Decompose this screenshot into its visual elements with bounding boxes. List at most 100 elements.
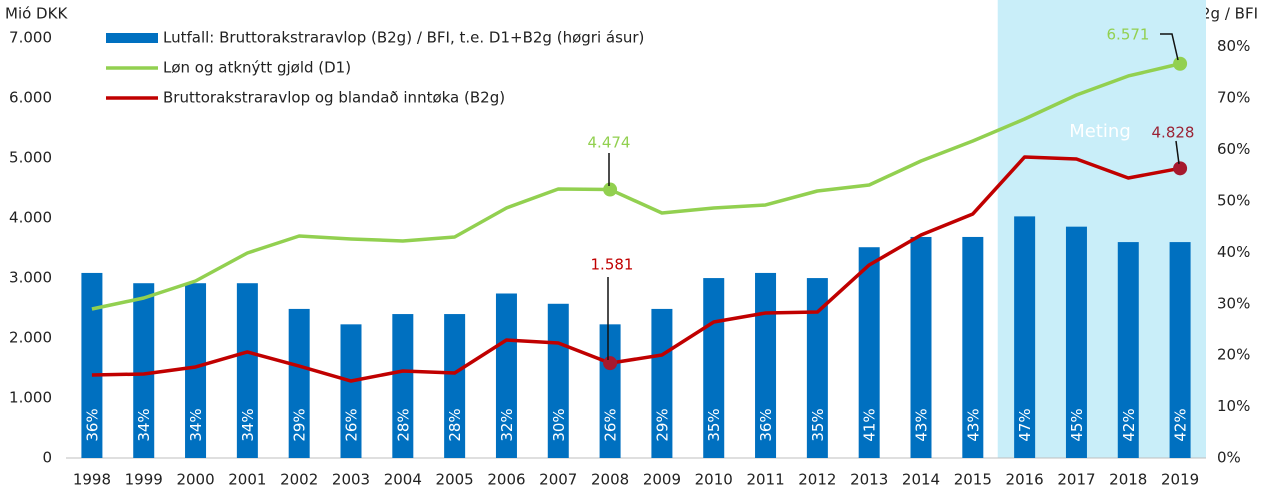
bar: [1065, 226, 1087, 458]
y-tick-label: 2.000: [9, 329, 52, 347]
bar-value-label: 43%: [913, 408, 931, 441]
point-marker: [1173, 56, 1188, 71]
y-tick-label: 0: [42, 449, 52, 467]
y-tick-label: 3.000: [9, 269, 52, 287]
bar: [133, 283, 155, 458]
bar-value-label: 42%: [1120, 408, 1138, 441]
bar-value-label: 34%: [135, 408, 153, 441]
x-tick-label: 2004: [384, 471, 422, 489]
bar: [81, 272, 103, 458]
bar-value-label: 26%: [602, 408, 620, 441]
x-tick-label: 2018: [1109, 471, 1147, 489]
x-tick-label: 2015: [954, 471, 992, 489]
x-tick-label: 2005: [436, 471, 474, 489]
annotation: 1.581: [591, 256, 634, 274]
bar: [755, 272, 777, 458]
bar: [599, 324, 621, 458]
x-tick-label: 2002: [280, 471, 318, 489]
bar-value-label: 35%: [705, 408, 723, 441]
point-marker: [603, 356, 618, 371]
bar: [1117, 242, 1139, 458]
bar-value-label: 35%: [809, 408, 827, 441]
bar: [910, 236, 932, 458]
x-tick-label: 2013: [850, 471, 888, 489]
x-tick-label: 2011: [746, 471, 784, 489]
bar-value-label: 29%: [291, 408, 309, 441]
bar: [1169, 242, 1191, 458]
y2-tick-label: 0%: [1217, 449, 1241, 467]
annotation: 4.828: [1152, 124, 1195, 142]
x-tick-label: 2007: [539, 471, 577, 489]
bar-value-label: 36%: [757, 408, 775, 441]
bar: [340, 324, 362, 458]
annotation: Meting: [1069, 121, 1131, 142]
point-marker: [1173, 161, 1188, 176]
y-axis-label: Mió DKK: [5, 5, 68, 23]
legend-label: Løn og atknýtt gjøld (D1): [163, 59, 351, 77]
bar: [495, 293, 517, 458]
bar-value-label: 26%: [343, 408, 361, 441]
bar-value-label: 30%: [550, 408, 568, 441]
x-tick-label: 2003: [332, 471, 370, 489]
x-tick-label: 2016: [1006, 471, 1044, 489]
bar-value-label: 45%: [1068, 408, 1086, 441]
point-marker: [603, 182, 618, 197]
bar: [651, 308, 673, 458]
bar: [392, 314, 414, 458]
x-tick-label: 2009: [643, 471, 681, 489]
line: [91, 62, 1181, 311]
x-tick-label: 2008: [591, 471, 629, 489]
bar-value-label: 28%: [394, 408, 412, 441]
bar: [236, 283, 258, 458]
x-tick-label: 2010: [695, 471, 733, 489]
bar-value-label: 29%: [653, 408, 671, 441]
bar-value-label: 34%: [239, 408, 257, 441]
x-tick-label: 1998: [73, 471, 111, 489]
bar: [703, 278, 725, 458]
y-tick-label: 6.000: [9, 89, 52, 107]
x-tick-label: 1999: [125, 471, 163, 489]
bar: [444, 314, 466, 458]
annotation-leader: [1175, 140, 1180, 165]
y2-tick-label: 50%: [1217, 191, 1250, 209]
bar-value-label: 41%: [861, 408, 879, 441]
y-tick-label: 1.000: [9, 389, 52, 407]
y2-tick-label: 20%: [1217, 346, 1250, 364]
y2-tick-label: 80%: [1217, 37, 1250, 55]
bar: [185, 283, 207, 458]
x-tick-label: 2001: [228, 471, 266, 489]
x-tick-label: 2019: [1161, 471, 1199, 489]
y-tick-label: 5.000: [9, 149, 52, 167]
bar: [858, 247, 880, 458]
x-tick-label: 2014: [902, 471, 940, 489]
x-tick-label: 2000: [176, 471, 214, 489]
bar: [806, 278, 828, 458]
x-tick-label: 2006: [487, 471, 525, 489]
y2-tick-label: 70%: [1217, 89, 1250, 107]
x-tick-label: 2017: [1057, 471, 1095, 489]
line: [91, 155, 1181, 383]
annotation: 4.474: [588, 134, 631, 152]
bar-value-label: 36%: [83, 408, 101, 441]
annotation: 6.571: [1107, 26, 1150, 44]
y2-tick-label: 60%: [1217, 140, 1250, 158]
bar-value-label: 43%: [964, 408, 982, 441]
bar-value-label: 47%: [1016, 408, 1034, 441]
x-tick-label: 2012: [798, 471, 836, 489]
annotation-leader: [1160, 33, 1179, 61]
bar-value-label: 34%: [187, 408, 205, 441]
legend-swatch: [106, 33, 158, 43]
bar: [288, 308, 310, 458]
bar-value-label: 28%: [446, 408, 464, 441]
y-tick-label: 7.000: [9, 29, 52, 47]
legend-label: Bruttorakstraravlop og blandað inntøka (…: [163, 89, 505, 107]
y2-tick-label: 10%: [1217, 397, 1250, 415]
bar-value-label: 32%: [498, 408, 516, 441]
bar: [1014, 216, 1036, 458]
y2-tick-label: 40%: [1217, 243, 1250, 261]
y-tick-label: 4.000: [9, 209, 52, 227]
bar-value-label: 42%: [1172, 408, 1190, 441]
y2-axis-label: B2g / BFI: [1191, 5, 1258, 23]
